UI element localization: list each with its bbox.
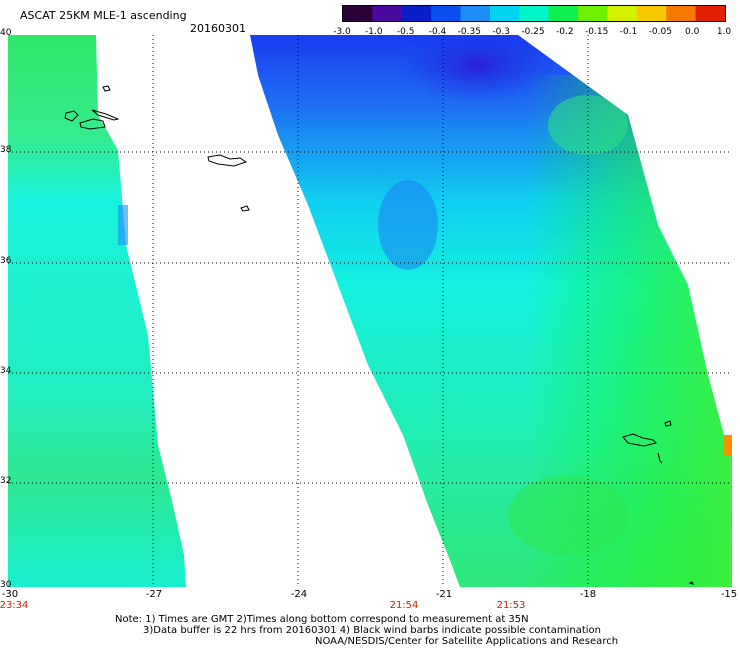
colorbar-tick-label: -0.1 [619, 27, 638, 37]
colorbar-tick-label: -0.25 [521, 27, 545, 37]
note-line-2: 3)Data buffer is 22 hrs from 20160301 4)… [143, 625, 601, 636]
colorbar-segment [607, 6, 638, 21]
island-pico [79, 118, 106, 130]
colorbar-segment [695, 6, 725, 21]
lon-label: -15 [720, 589, 738, 600]
swath-left-highlight [118, 205, 128, 245]
edge-hotspot [724, 435, 732, 455]
colorbar-tick-label: -3.0 [333, 27, 351, 37]
colorbar-segment [519, 6, 550, 21]
colorbar-tick-label: -0.35 [457, 27, 481, 37]
island-selvagens [688, 581, 694, 585]
colorbar-segment [636, 6, 667, 21]
note-line-3: NOAA/NESDIS/Center for Satellite Applica… [315, 636, 619, 647]
colorbar-segment [489, 6, 520, 21]
footnotes: Note: 1) Times are GMT 2)Times along bot… [115, 614, 618, 647]
colorbar-tick-label: -0.05 [648, 27, 672, 37]
lon-label: -27 [145, 589, 163, 600]
colorbar-tick-label: -0.4 [428, 27, 447, 37]
colorbar-segment [460, 6, 491, 21]
island-santa-maria [240, 205, 250, 212]
map-grid [8, 35, 732, 587]
lon-label: -30 [1, 589, 19, 600]
land-outlines [64, 85, 694, 585]
colorbar-segment [548, 6, 579, 21]
colorbar-tick-label: -0.5 [396, 27, 415, 37]
map-panel [8, 35, 732, 587]
island-flores [102, 85, 111, 92]
lat-label: 38 [0, 145, 12, 155]
island-madeira [622, 433, 657, 447]
colorbar [342, 5, 726, 22]
lat-label: 30 [0, 580, 12, 590]
colorbar-segment [343, 6, 373, 21]
chart-title: ASCAT 25KM MLE-1 ascending [20, 9, 187, 22]
lon-label: -21 [435, 589, 453, 600]
chart-date: 20160301 [190, 22, 246, 35]
colorbar-tick-label: -0.3 [492, 27, 510, 37]
island-porto-santo [664, 420, 672, 427]
colorbar-segment [666, 6, 697, 21]
colorbar-segment [372, 6, 403, 21]
lon-label: -18 [579, 589, 597, 600]
colorbar-tick-label: -0.15 [585, 27, 609, 37]
colorbar-segment [431, 6, 462, 21]
island-faial [64, 110, 79, 122]
colorbar-tick-labels: -3.0 -1.0 -0.5 -0.4 -0.35 -0.3 -0.25 -0.2 -0.15-… [332, 27, 732, 39]
lat-label: 36 [0, 256, 12, 266]
swath-left [8, 35, 186, 587]
colorbar-tick-label: -0.2 [556, 27, 574, 37]
island-sao-jorge [91, 109, 120, 121]
colorbar-tick-label: 1.0 [716, 27, 732, 37]
lon-label: -24 [290, 589, 308, 600]
colorbar-tick-label: -1.0 [365, 27, 383, 37]
colorbar-segment [578, 6, 608, 21]
island-desertas [657, 452, 663, 464]
island-sao-miguel [207, 154, 248, 167]
time-label: 21:53 [496, 600, 526, 611]
colorbar-tick-label: 0.0 [684, 27, 700, 37]
time-label: 23:34 [0, 600, 29, 611]
time-label: 21:54 [389, 600, 419, 611]
lat-label: 40 [0, 28, 12, 38]
lat-label: 32 [0, 476, 12, 486]
note-line-1: Note: 1) Times are GMT 2)Times along bot… [115, 614, 529, 625]
lat-label: 34 [0, 366, 12, 376]
colorbar-segment [401, 6, 432, 21]
